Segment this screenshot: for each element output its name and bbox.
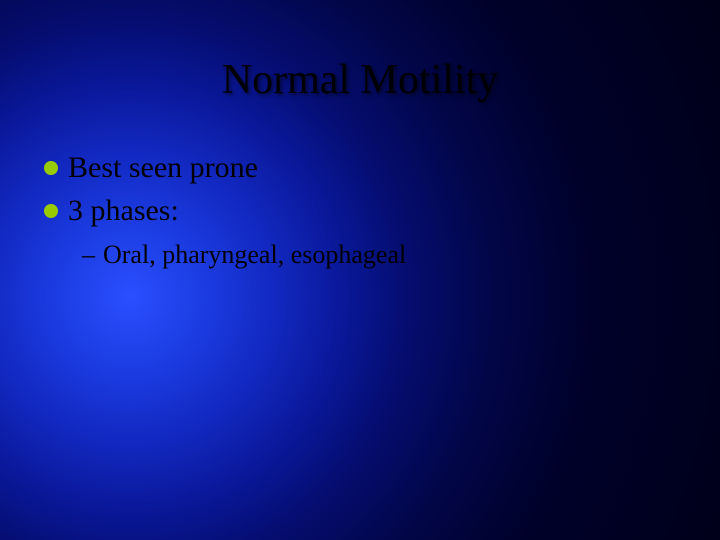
sub-bullet-text: Oral, pharyngeal, esophageal <box>103 238 406 272</box>
bullet-item: 3 phases: <box>44 191 680 230</box>
bullet-text: 3 phases: <box>68 191 179 230</box>
bullet-item: Best seen prone <box>44 148 680 187</box>
slide-title: Normal Motility <box>0 56 720 104</box>
bullet-text: Best seen prone <box>68 148 258 187</box>
bullet-icon <box>44 204 58 218</box>
slide-content: Best seen prone 3 phases: – Oral, pharyn… <box>44 148 680 272</box>
dash-icon: – <box>82 238 95 272</box>
sub-bullet-item: – Oral, pharyngeal, esophageal <box>82 238 680 272</box>
bullet-icon <box>44 161 58 175</box>
slide: Normal Motility Best seen prone 3 phases… <box>0 0 720 540</box>
